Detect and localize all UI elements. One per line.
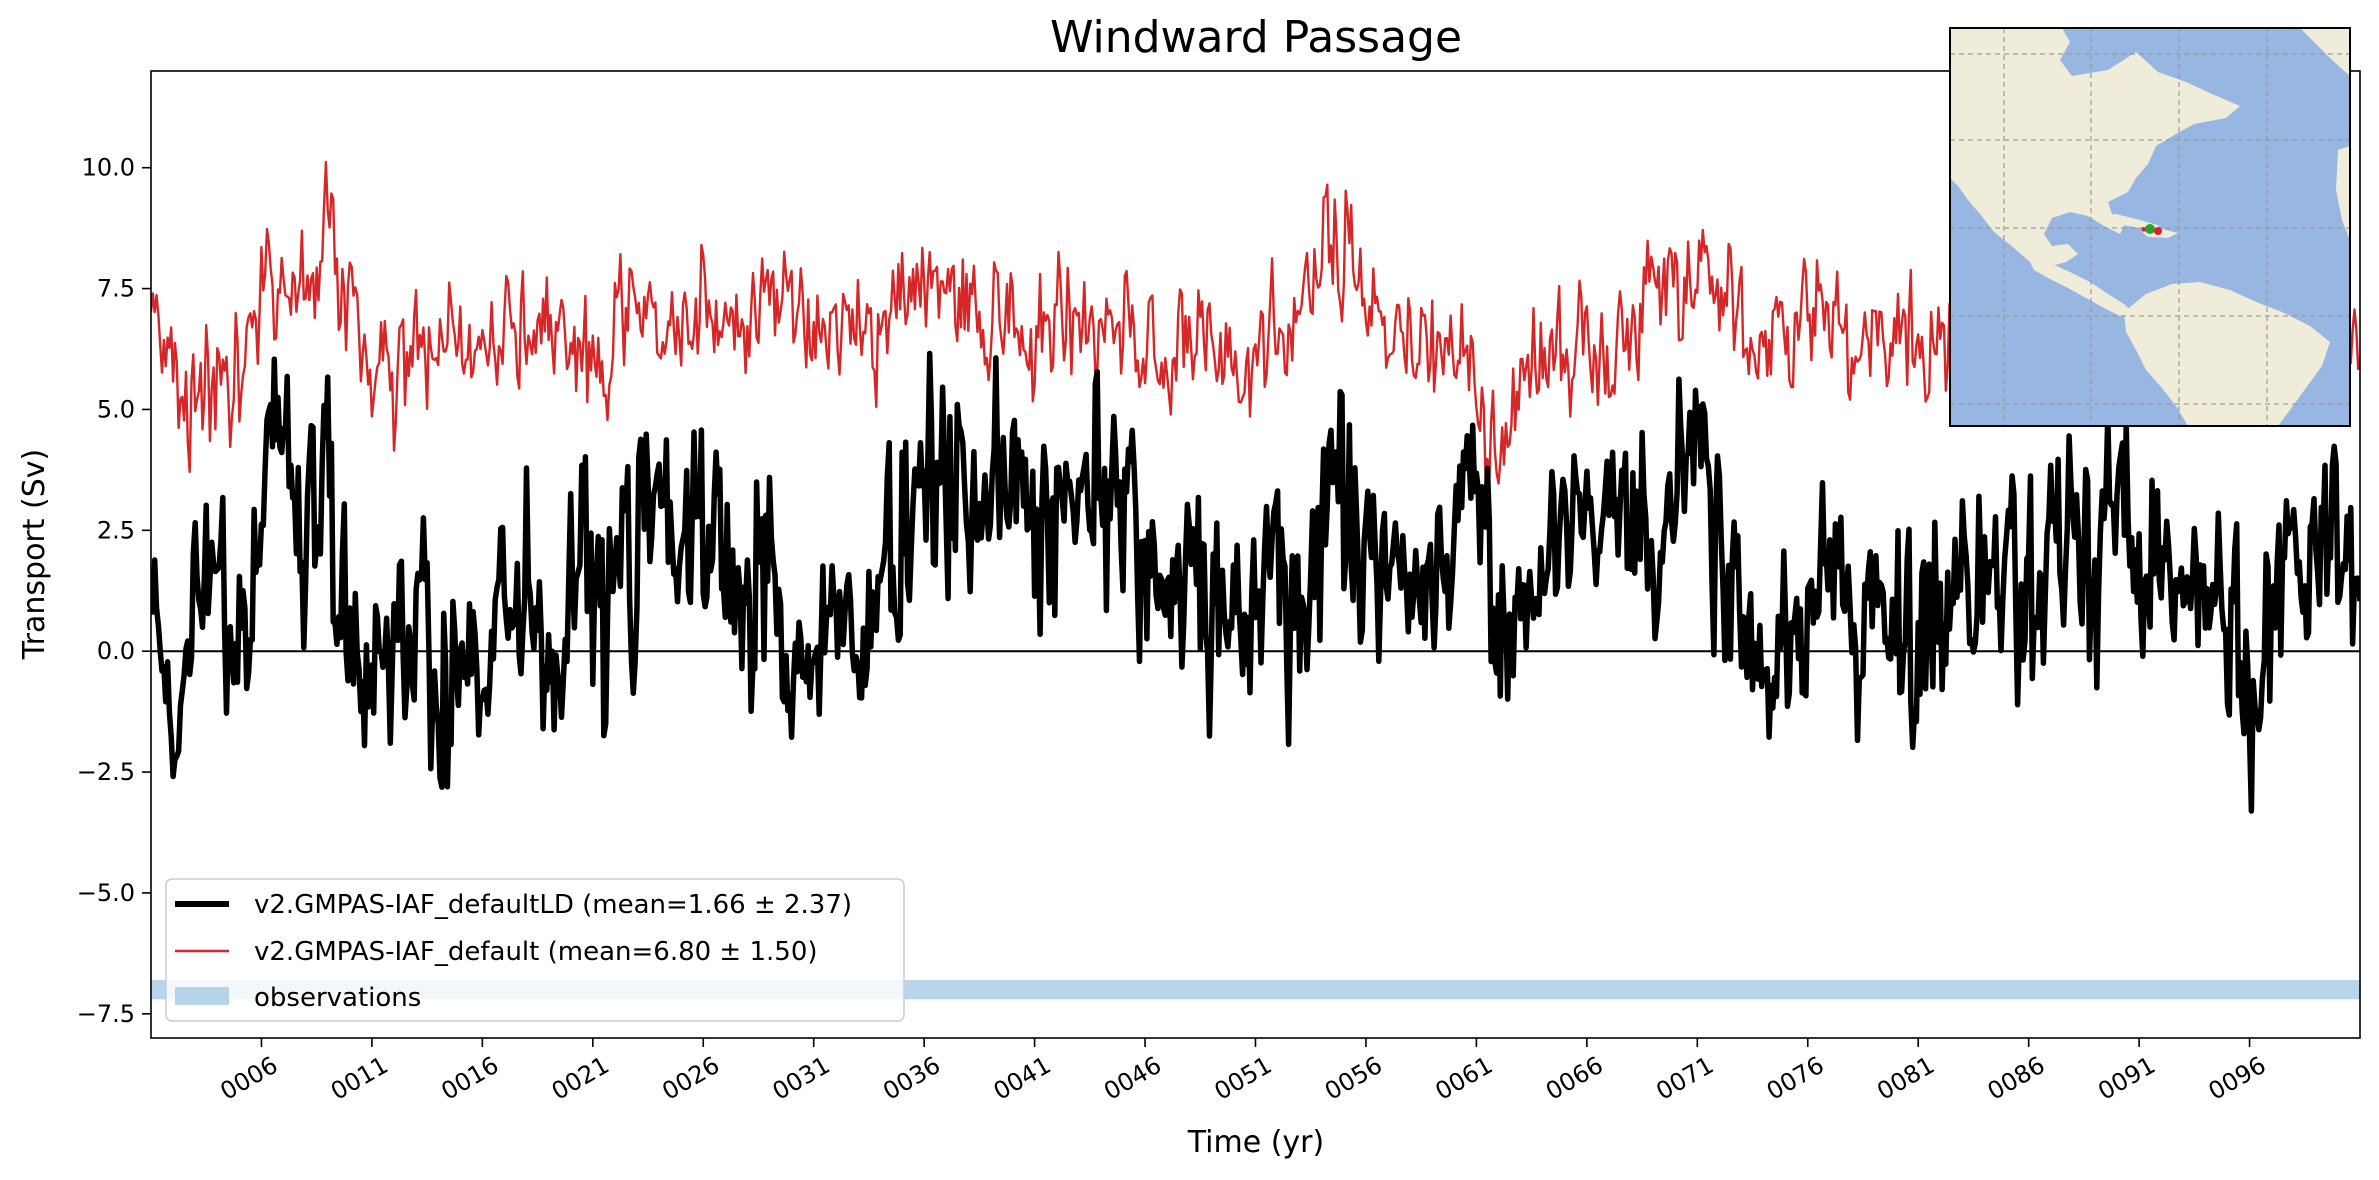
greater-antilles-shape [2092,214,2160,230]
south-america-shape [2124,282,2330,426]
legend: v2.GMPAS-IAF_defaultLD (mean=1.66 ± 2.37… [165,878,905,1022]
x-tick-label: 0096 [2204,1051,2271,1106]
x-tick-label: 0061 [1431,1051,1498,1106]
section-marker-icon [2145,224,2155,234]
x-tick-label: 0006 [216,1051,283,1106]
inset-map [1949,27,2351,427]
y-axis-label: Transport (Sv) [17,449,52,661]
x-axis: 0006 0011 0016 0021 0026 0031 0036 0041 0046 0051… [216,1038,2271,1106]
x-tick-label: 0086 [1983,1051,2050,1106]
x-tick-label: 0056 [1320,1051,1387,1106]
x-tick-label: 0011 [326,1051,393,1106]
legend-box [165,878,905,1022]
legend-label-observations: observations [254,983,421,1013]
x-tick-label: 0071 [1651,1051,1718,1106]
north-america-shape [1950,28,2240,268]
y-tick-label: 0.0 [97,637,135,665]
inset-land [1950,28,2350,426]
y-tick-label: 10.0 [82,154,135,182]
section-marker-end-icon [2154,227,2162,235]
x-tick-label: 0076 [1762,1051,1829,1106]
series-line-defaultLD [151,350,2360,814]
x-tick-label: 0051 [1210,1051,1277,1106]
x-tick-label: 0081 [1872,1051,1939,1106]
chart-title: Windward Passage [1050,12,1462,63]
greenland-shape [2300,28,2350,76]
y-axis: −7.5 −5.0 −2.5 0.0 2.5 5.0 7.5 10.0 [77,154,151,1028]
y-tick-label: 7.5 [97,275,135,303]
x-tick-label: 0066 [1541,1051,1608,1106]
y-tick-label: −2.5 [77,758,135,786]
y-tick-label: 2.5 [97,516,135,544]
x-tick-label: 0021 [547,1051,614,1106]
y-tick-label: −7.5 [77,1000,135,1028]
x-tick-label: 0036 [878,1051,945,1106]
y-tick-label: 5.0 [97,395,135,423]
inset-frame [1949,27,2351,427]
legend-label-ld: v2.GMPAS-IAF_defaultLD (mean=1.66 ± 2.37… [254,890,852,920]
x-tick-label: 0091 [2093,1051,2160,1106]
legend-label-default: v2.GMPAS-IAF_default (mean=6.80 ± 1.50) [254,937,818,967]
x-tick-label: 0041 [989,1051,1056,1106]
inset-gridlines [1950,28,2350,426]
central-america-shape [2030,262,2132,316]
x-tick-label: 0026 [657,1051,724,1106]
x-axis-label: Time (yr) [1187,1125,1324,1160]
x-tick-label: 0031 [768,1051,835,1106]
legend-swatch-observations [175,987,229,1005]
africa-edge-shape [2336,146,2350,240]
y-tick-label: −5.0 [77,879,135,907]
x-tick-label: 0046 [1099,1051,1166,1106]
x-tick-label: 0016 [436,1051,503,1106]
